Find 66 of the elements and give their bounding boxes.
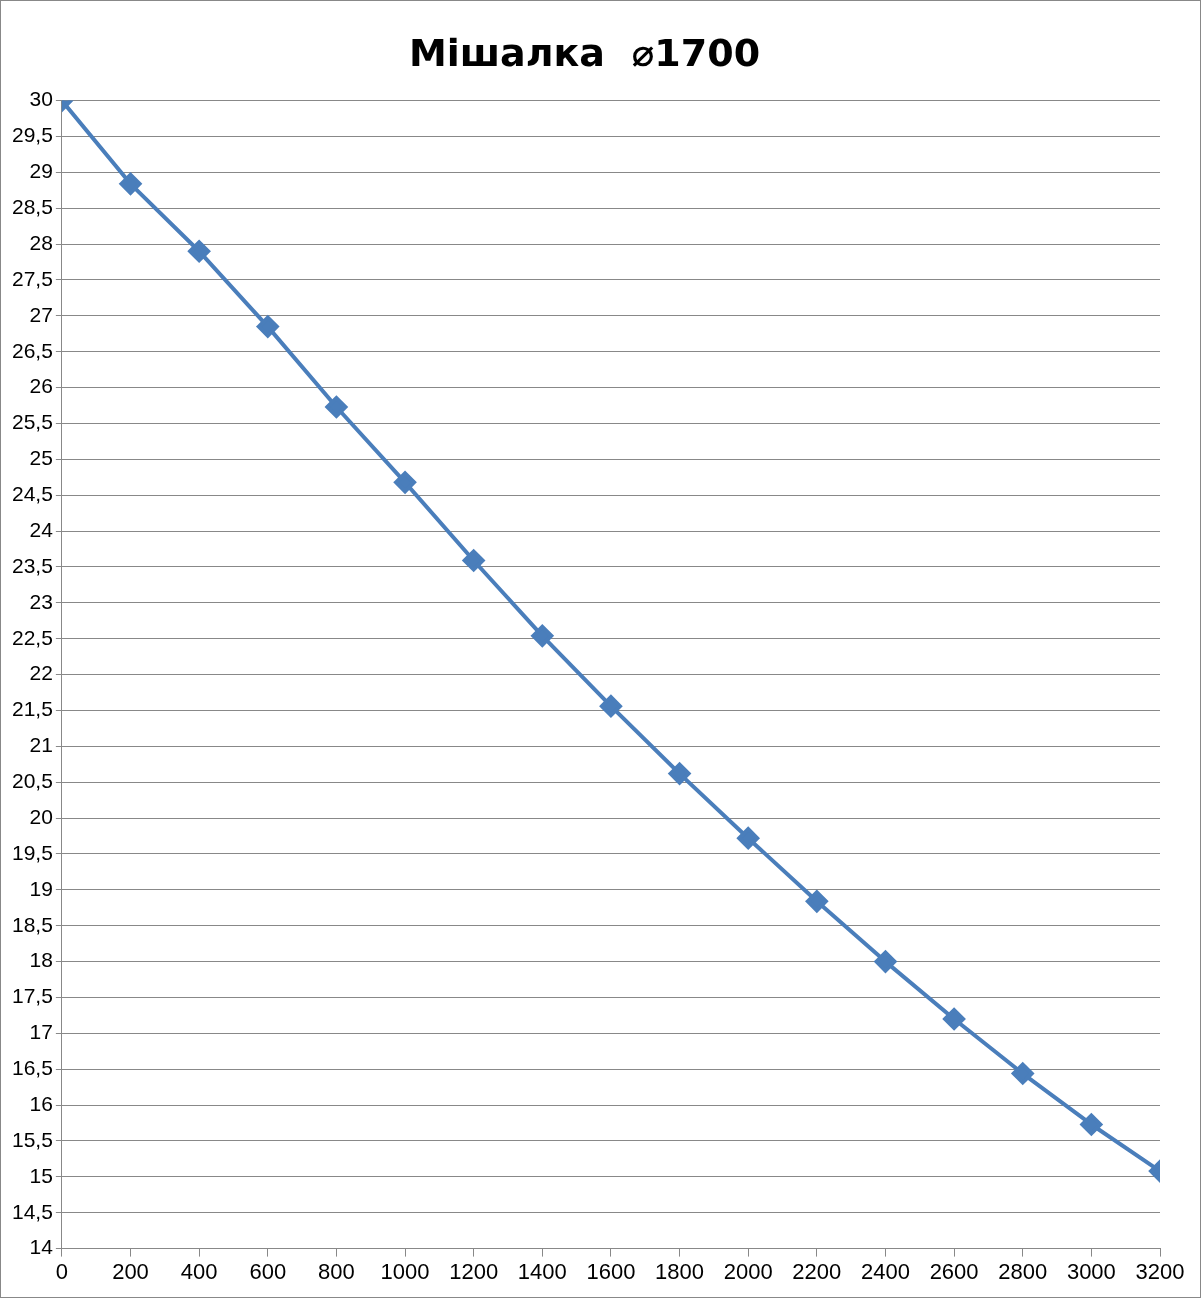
y-tick-label: 24 <box>29 517 54 541</box>
x-tick-label: 2400 <box>860 1258 910 1284</box>
point <box>256 315 279 338</box>
y-tick-label: 20,5 <box>12 769 53 793</box>
point <box>462 549 485 572</box>
y-tick-label: 16 <box>29 1091 53 1115</box>
x-tick-label: 400 <box>180 1258 218 1284</box>
y-tick-label: 14 <box>29 1235 54 1259</box>
y-tick-label: 30 <box>29 87 53 111</box>
y-tick-label: 25,5 <box>12 410 53 434</box>
point <box>874 950 897 973</box>
y-tick-label: 20 <box>29 804 53 828</box>
y-tick-label: 19,5 <box>12 840 53 864</box>
x-tick-label: 1800 <box>655 1258 705 1284</box>
y-tick-label: 24,5 <box>12 482 53 506</box>
y-tick-label: 21 <box>29 733 53 757</box>
y-tick-label: 26,5 <box>12 338 53 362</box>
point <box>943 1008 966 1030</box>
x-tick-label: 2800 <box>998 1258 1048 1284</box>
point <box>668 762 691 785</box>
y-tick-label: 18 <box>29 948 53 972</box>
y-tick-label: 27,5 <box>12 266 53 290</box>
y-tick-label: 29,5 <box>12 123 53 147</box>
x-tick-label: 1600 <box>586 1258 636 1284</box>
y-tick-label: 28 <box>29 230 53 254</box>
y-tick-label: 23,5 <box>12 553 53 577</box>
y-tick-label: 25 <box>29 446 53 470</box>
y-tick-label: 22,5 <box>12 625 53 649</box>
y-tick-label: 19 <box>29 876 53 900</box>
y-tick-label: 18,5 <box>12 912 53 936</box>
x-tick-label: 1000 <box>380 1258 430 1284</box>
y-tick-label: 28,5 <box>12 195 53 219</box>
y-tick-label: 16,5 <box>12 1056 53 1080</box>
y-tick-label: 17 <box>29 1020 53 1044</box>
point <box>805 890 828 913</box>
point <box>531 624 554 647</box>
point <box>1080 1113 1103 1136</box>
point <box>188 240 211 263</box>
point <box>737 827 760 850</box>
point <box>119 172 142 195</box>
x-tick-label: 200 <box>112 1258 149 1284</box>
point <box>1011 1062 1034 1085</box>
x-tick-label: 3000 <box>1066 1258 1116 1284</box>
y-tick-label: 27 <box>29 302 53 326</box>
y-tick-label: 17,5 <box>12 984 53 1008</box>
x-tick-label: 1400 <box>517 1258 567 1284</box>
y-tick-label: 29 <box>29 159 53 183</box>
x-tick-label: 800 <box>318 1258 355 1284</box>
chart-title: Мішалка ⌀1700 <box>408 30 761 75</box>
x-tick-label: 2000 <box>723 1258 773 1284</box>
y-tick-label: 15 <box>29 1163 53 1187</box>
x-tick-label: 3200 <box>1135 1258 1185 1284</box>
y-tick-label: 21,5 <box>12 697 53 721</box>
y-tick-label: 15,5 <box>12 1127 53 1151</box>
y-tick-label: 22 <box>29 661 53 685</box>
x-tick-label: 0 <box>55 1258 68 1284</box>
y-tick-label: 14,5 <box>12 1199 53 1223</box>
x-tick-label: 2200 <box>792 1258 842 1284</box>
x-tick-label: 600 <box>249 1258 287 1284</box>
x-tick-label: 2600 <box>929 1258 979 1284</box>
point <box>599 695 622 718</box>
x-tick-label: 1200 <box>449 1258 499 1284</box>
point <box>394 471 417 494</box>
y-tick-label: 26 <box>29 374 53 398</box>
y-tick-label: 23 <box>29 589 53 613</box>
point <box>325 395 348 418</box>
